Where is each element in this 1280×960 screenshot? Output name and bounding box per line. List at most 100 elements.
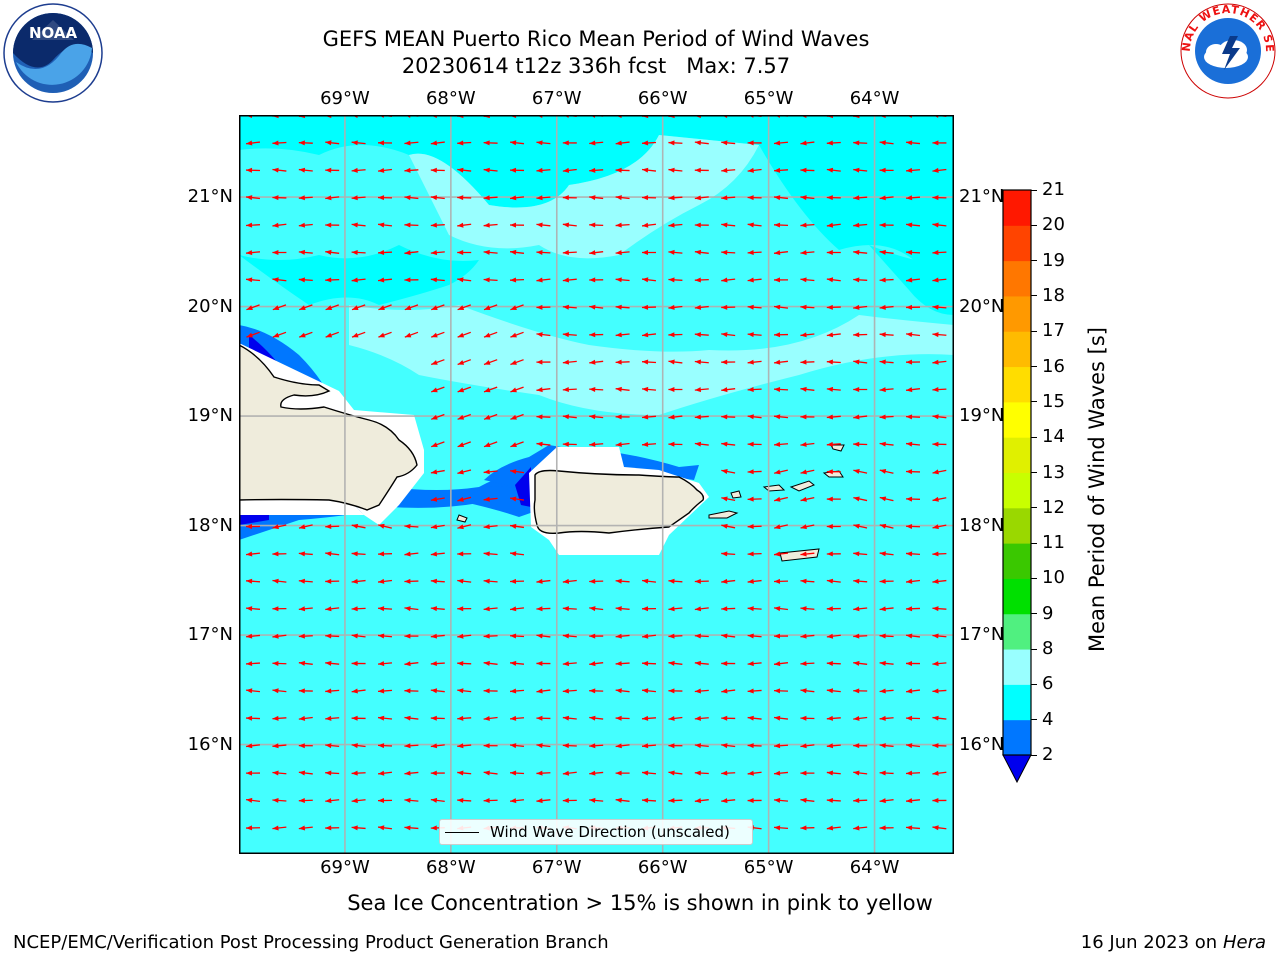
wave-direction-arrow [430,222,445,228]
lon-label-top: 66°W [637,88,688,109]
wave-direction-arrow [483,633,498,639]
wave-direction-arrow [826,743,841,749]
wave-direction-arrow [747,661,762,667]
wave-direction-arrow [272,167,287,173]
wave-direction-arrow [536,578,551,584]
wave-direction-arrow [879,551,894,557]
wave-direction-arrow [298,825,313,831]
wave-direction-arrow [721,660,736,666]
wave-direction-arrow [694,414,709,420]
wave-direction-arrow [483,195,498,201]
wave-direction-arrow [747,195,762,201]
wave-direction-arrow [245,551,261,557]
wave-direction-arrow [905,277,921,283]
colorbar-tick-label: 6 [1042,673,1054,695]
wave-direction-arrow [404,140,419,146]
wave-direction-arrow [694,277,709,283]
wave-direction-arrow [800,743,815,749]
wave-direction-arrow [377,633,393,639]
wave-direction-arrow [800,524,815,530]
wave-direction-arrow [430,551,445,557]
wave-direction-arrow [509,688,525,694]
wave-direction-arrow [853,551,868,557]
wave-direction-arrow [536,140,551,146]
wave-direction-arrow [351,304,366,311]
lat-label-left: 16°N [187,733,233,755]
wave-direction-arrow [668,140,683,146]
colorbar-band [1003,366,1031,403]
wave-direction-arrow [641,688,657,694]
wave-direction-arrow [773,715,789,721]
colorbar-band [1003,401,1031,438]
wave-direction-arrow [589,222,604,228]
wave-direction-arrow [721,332,736,338]
wave-direction-arrow [299,304,313,311]
wave-direction-arrow [879,606,894,612]
wave-direction-arrow [905,167,921,173]
wave-direction-arrow [562,414,577,420]
wave-direction-arrow [589,606,604,612]
wave-direction-arrow [932,743,947,749]
wave-direction-arrow [721,688,736,694]
wave-direction-arrow [536,304,551,310]
wave-direction-arrow [351,715,366,721]
wave-direction-arrow [351,249,366,255]
wave-direction-arrow [932,250,947,256]
colorbar-tick-label: 8 [1042,638,1054,660]
wave-direction-arrow [562,332,577,338]
wave-direction-arrow [932,578,947,584]
wave-direction-arrow [457,551,472,557]
wave-direction-arrow [483,743,498,749]
wave-direction-arrow [773,825,789,831]
wave-direction-arrow [905,743,921,749]
wave-direction-arrow [404,222,419,228]
wave-direction-arrow [641,606,657,612]
wave-direction-arrow [457,688,472,694]
wave-direction-arrow [404,661,419,667]
wave-direction-arrow [457,277,472,283]
wave-direction-arrow [800,304,815,310]
wave-direction-arrow [905,195,921,201]
wave-direction-arrow [245,633,261,639]
wave-direction-arrow [721,551,736,557]
wave-direction-arrow [615,770,630,776]
wave-direction-arrow [404,770,419,776]
wave-direction-arrow [615,250,630,256]
wave-direction-arrow [589,743,604,749]
wave-direction-arrow [536,332,551,338]
wave-direction-arrow [932,387,947,393]
wave-direction-arrow [325,551,340,557]
wave-direction-arrow [826,825,841,831]
wave-direction-arrow [509,469,525,475]
wave-direction-arrow [615,386,630,392]
wave-direction-arrow [853,332,868,338]
wave-direction-arrow [430,140,445,146]
wave-direction-arrow [483,304,498,311]
wave-direction-arrow [853,743,868,749]
wave-direction-arrow [932,222,947,228]
wave-direction-arrow [641,414,657,420]
wave-direction-arrow [272,743,287,749]
wave-direction-arrow [325,743,340,749]
wave-direction-arrow [853,387,868,393]
lat-label-right: 16°N [959,733,1005,755]
wave-direction-arrow [853,688,868,694]
wave-direction-arrow [536,770,551,776]
wave-direction-arrow [826,469,841,475]
wave-direction-arrow [325,195,340,201]
wave-direction-arrow [377,688,393,694]
wave-direction-arrow [721,633,736,639]
lat-label-left: 20°N [187,295,233,317]
colorbar-tick-mark [1031,613,1037,615]
wave-direction-arrow [879,222,894,228]
wave-direction-arrow [272,688,287,694]
wave-direction-arrow [562,387,577,393]
wave-direction-arrow [932,195,947,201]
wave-direction-arrow [245,195,261,201]
wave-direction-arrow [272,277,287,283]
wave-direction-arrow [879,743,894,749]
wave-direction-arrow [668,277,683,283]
colorbar-tick-mark [1031,330,1037,332]
lat-label-right: 17°N [959,624,1005,646]
wave-direction-arrow [773,386,789,392]
